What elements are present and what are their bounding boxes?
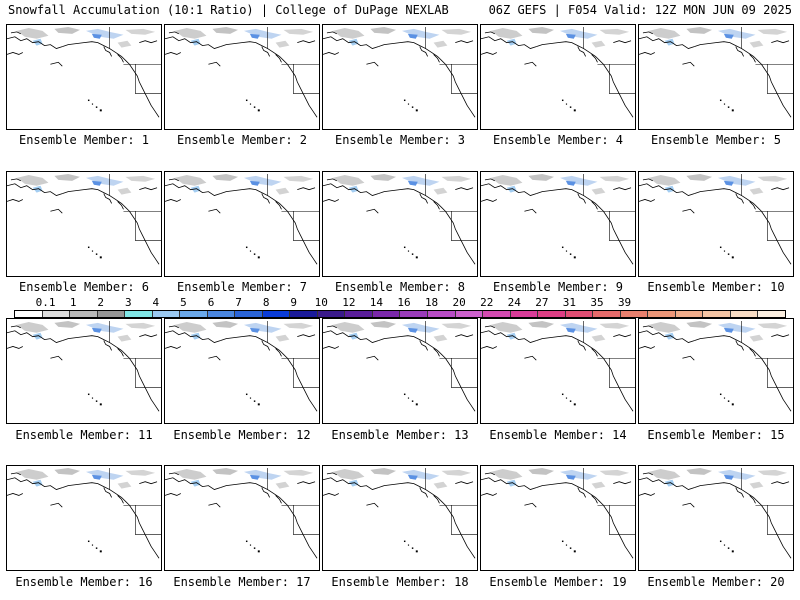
colorbar-tick-label: 5 xyxy=(180,296,187,309)
map-panel xyxy=(638,465,794,571)
colorbar-tick-label: 39 xyxy=(617,296,632,309)
colorbar-swatch xyxy=(262,311,291,317)
colorbar-swatch xyxy=(345,311,373,317)
panel-caption: Ensemble Member: 3 xyxy=(334,133,466,147)
colorbar-tick-label: 2 xyxy=(97,296,105,309)
panel-caption: Ensemble Member: 7 xyxy=(176,280,308,294)
panel-caption: Ensemble Member: 9 xyxy=(492,280,624,294)
map-panel xyxy=(638,171,794,277)
map-panel xyxy=(480,24,636,130)
colorbar-swatch xyxy=(703,311,731,317)
panel-caption: Ensemble Member: 17 xyxy=(173,575,311,589)
map-panel xyxy=(638,24,794,130)
colorbar-swatch xyxy=(483,311,511,317)
map-panel xyxy=(164,318,320,424)
colorbar-tick-label: 24 xyxy=(507,296,521,309)
colorbar-tick-label: 16 xyxy=(397,296,411,309)
colorbar-swatch xyxy=(317,311,346,317)
panel-caption: Ensemble Member: 16 xyxy=(15,575,153,589)
panel-caption: Ensemble Member: 1 xyxy=(18,133,150,147)
colorbar-tick-label: 22 xyxy=(480,296,494,309)
colorbar-swatch xyxy=(455,311,484,317)
map-panel xyxy=(6,465,162,571)
panel-caption: Ensemble Member: 15 xyxy=(647,428,785,442)
colorbar xyxy=(14,310,786,318)
colorbar-swatch xyxy=(372,311,401,317)
colorbar-swatch xyxy=(565,311,594,317)
colorbar-swatch xyxy=(97,311,126,317)
map-panel xyxy=(322,24,478,130)
colorbar-swatch xyxy=(593,311,621,317)
colorbar-swatch xyxy=(180,311,208,317)
colorbar-swatch xyxy=(675,311,704,317)
panel-caption: Ensemble Member: 12 xyxy=(173,428,311,442)
panel-caption: Ensemble Member: 19 xyxy=(489,575,627,589)
colorbar-swatch xyxy=(70,311,98,317)
map-panel xyxy=(6,24,162,130)
panel-caption: Ensemble Member: 6 xyxy=(18,280,150,294)
panel-caption: Ensemble Member: 2 xyxy=(176,133,308,147)
map-panel xyxy=(480,465,636,571)
colorbar-swatch xyxy=(427,311,456,317)
colorbar-tick-label: 1 xyxy=(69,296,77,309)
title-right: 06Z GEFS | F054 Valid: 12Z MON JUN 09 20… xyxy=(488,3,792,17)
colorbar-swatch xyxy=(290,311,318,317)
colorbar-swatch xyxy=(758,311,785,317)
colorbar-swatch xyxy=(207,311,236,317)
panel-caption: Ensemble Member: 20 xyxy=(647,575,785,589)
colorbar-tick-label: 12 xyxy=(342,296,356,309)
colorbar-tick-label: 20 xyxy=(452,296,466,309)
colorbar-tick-label: 9 xyxy=(290,296,298,309)
map-panel xyxy=(164,24,320,130)
colorbar-swatch xyxy=(538,311,566,317)
map-panel xyxy=(322,171,478,277)
colorbar-tick-label: 4 xyxy=(152,296,160,309)
colorbar-tick-label: 8 xyxy=(262,296,270,309)
colorbar-swatch xyxy=(42,311,71,317)
colorbar-tick-label: 18 xyxy=(424,296,439,309)
colorbar-tick-label: 10 xyxy=(314,296,328,309)
panel-caption: Ensemble Member: 5 xyxy=(650,133,782,147)
map-panel xyxy=(6,171,162,277)
colorbar-tick-label: 35 xyxy=(590,296,604,309)
colorbar-swatch xyxy=(400,311,428,317)
colorbar-swatch xyxy=(620,311,649,317)
colorbar-swatch xyxy=(648,311,676,317)
colorbar-swatch xyxy=(730,311,759,317)
map-panel xyxy=(164,171,320,277)
map-panel xyxy=(322,318,478,424)
colorbar-swatch xyxy=(125,311,153,317)
title-left: Snowfall Accumulation (10:1 Ratio) | Col… xyxy=(8,3,449,17)
panel-caption: Ensemble Member: 11 xyxy=(15,428,153,442)
colorbar-tick-label: 6 xyxy=(207,296,215,309)
map-panel xyxy=(480,318,636,424)
map-panel xyxy=(322,465,478,571)
colorbar-swatch xyxy=(152,311,181,317)
panel-caption: Ensemble Member: 13 xyxy=(331,428,469,442)
colorbar-tick-label: 3 xyxy=(124,296,132,309)
map-panel xyxy=(638,318,794,424)
map-panel xyxy=(480,171,636,277)
colorbar-tick-label: 0.1 xyxy=(35,296,56,309)
colorbar-tick-label: 31 xyxy=(562,296,577,309)
colorbar-swatch xyxy=(235,311,263,317)
map-panel xyxy=(6,318,162,424)
panel-caption: Ensemble Member: 14 xyxy=(489,428,627,442)
colorbar-tick-label: 14 xyxy=(369,296,384,309)
panel-caption: Ensemble Member: 10 xyxy=(647,280,785,294)
colorbar-swatch xyxy=(510,311,539,317)
colorbar-tick-label: 7 xyxy=(235,296,242,309)
colorbar-tick-label: 27 xyxy=(535,296,549,309)
colorbar-swatch xyxy=(15,311,43,317)
panel-caption: Ensemble Member: 4 xyxy=(492,133,624,147)
map-panel xyxy=(164,465,320,571)
panel-caption: Ensemble Member: 8 xyxy=(334,280,466,294)
panel-caption: Ensemble Member: 18 xyxy=(331,575,469,589)
